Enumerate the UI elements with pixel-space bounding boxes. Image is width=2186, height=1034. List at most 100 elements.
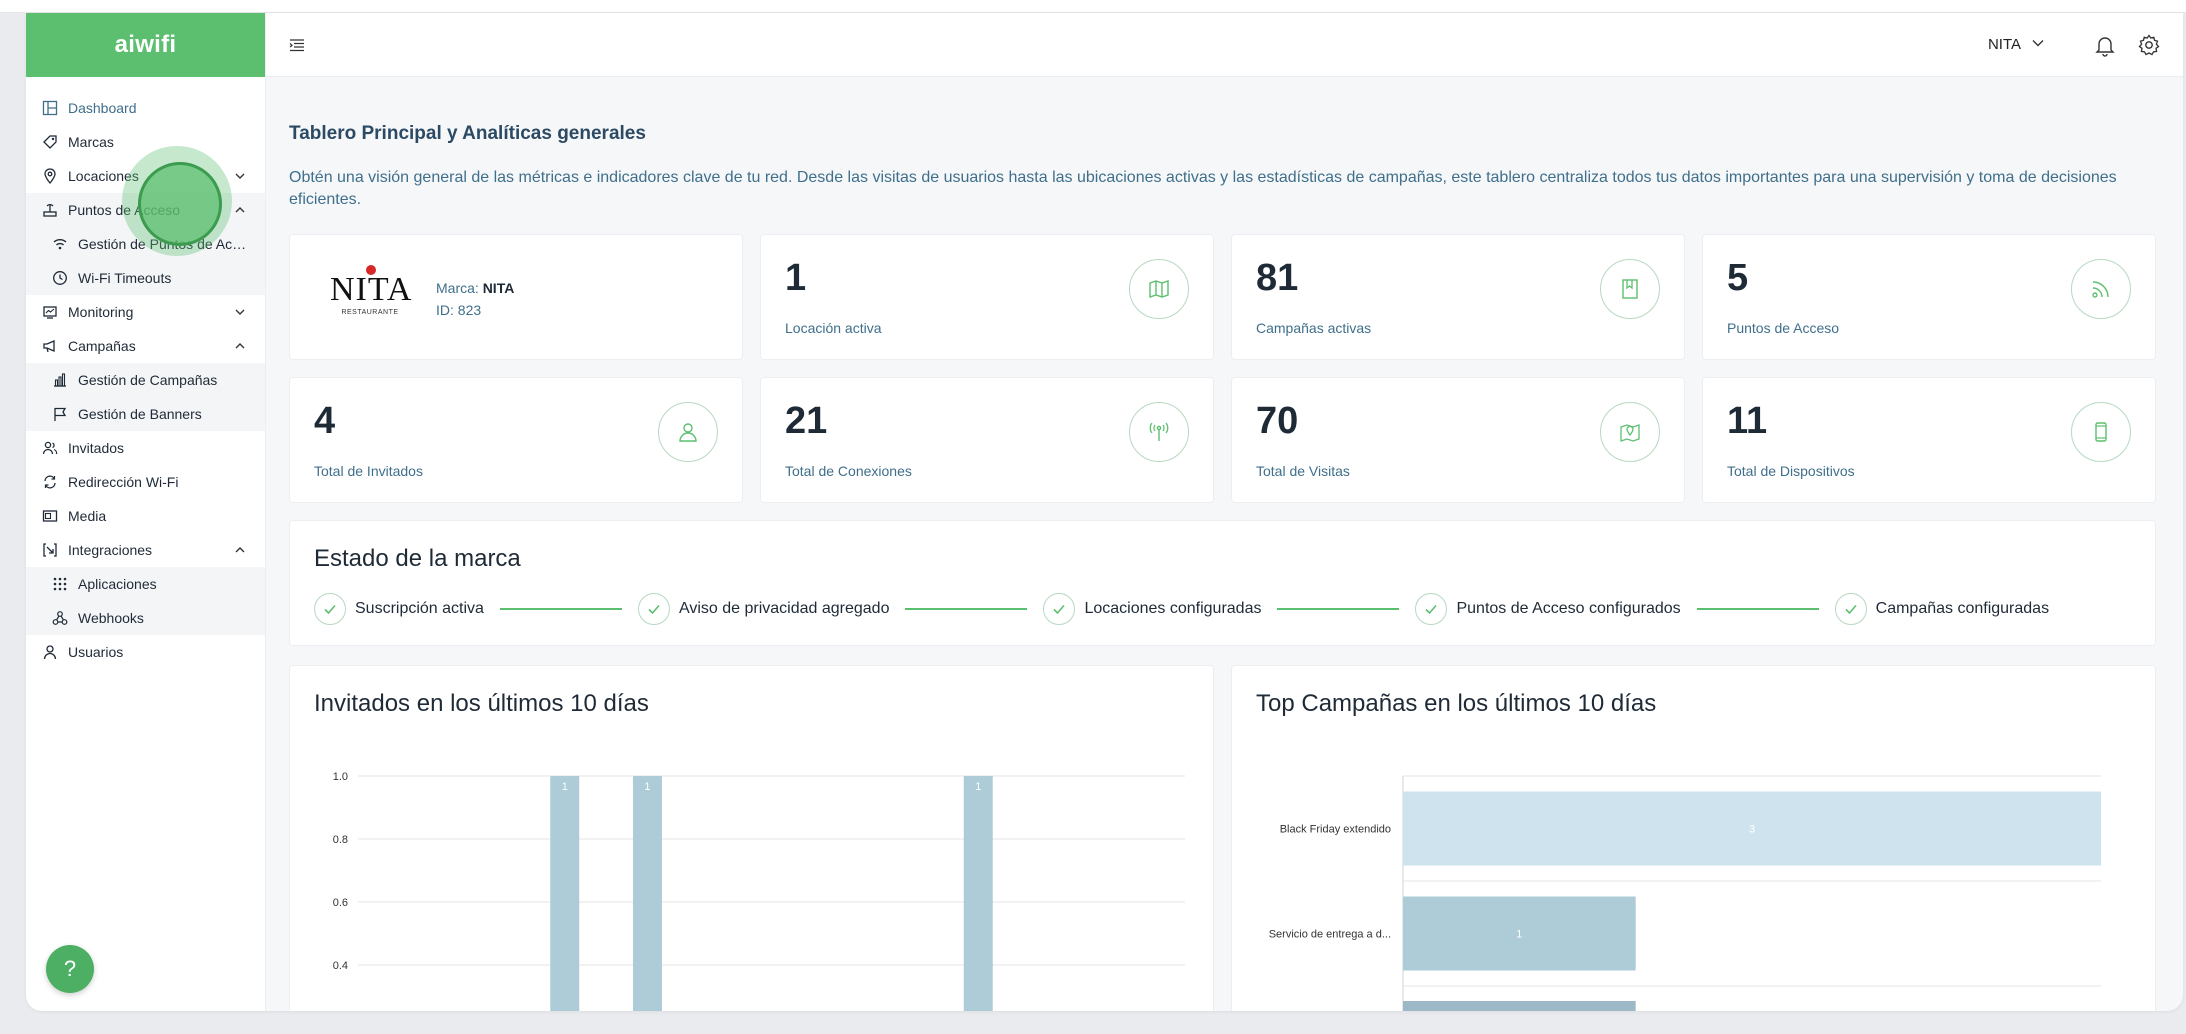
- brand-id: ID: 823: [436, 302, 482, 318]
- sidebar-item-webhooks[interactable]: Webhooks: [26, 601, 265, 635]
- brand-value: NITA: [482, 280, 515, 296]
- status-step: Puntos de Acceso configurados: [1415, 593, 1681, 625]
- stat-value: 21: [785, 400, 828, 442]
- sidebar-item-gestion-puntos-acceso[interactable]: Gestión de Puntos de Acc...: [26, 227, 265, 261]
- stat-value: 70: [1256, 400, 1299, 442]
- location-map-icon: [1600, 402, 1660, 462]
- status-step-label: Campañas configuradas: [1875, 600, 2050, 617]
- user-icon: [658, 402, 718, 462]
- wifi-router-icon: [50, 234, 70, 254]
- monitor-icon: [40, 302, 60, 322]
- grid-icon: [50, 574, 70, 594]
- campaigns-chart-card: Top Campañas en los últimos 10 días 3 Bla…: [1231, 665, 2156, 1011]
- sidebar-item-redireccion-wifi[interactable]: Redirección Wi-Fi: [26, 465, 265, 499]
- users-icon: [40, 438, 60, 458]
- brand-status-steps: Suscripción activa Aviso de privacidad a…: [314, 593, 2049, 625]
- sidebar-item-wifi-timeouts[interactable]: Wi-Fi Timeouts: [26, 261, 265, 295]
- sidebar-item-label: Invitados: [68, 440, 125, 456]
- user-icon: [40, 642, 60, 662]
- sidebar-item-label: Monitoring: [68, 304, 134, 320]
- category-label: Black Friday extendido: [1280, 824, 1391, 836]
- campaigns-bar-chart: 3 Black Friday extendido 1 Servicio de entr…: [1269, 775, 2101, 1011]
- stat-card-locaciones[interactable]: 1 Locación activa: [760, 234, 1214, 360]
- gear-icon[interactable]: [2137, 33, 2161, 57]
- sidebar-item-campanas[interactable]: Campañas: [26, 329, 265, 363]
- sidebar-item-label: Gestión de Banners: [78, 406, 202, 422]
- status-step-label: Puntos de Acceso configurados: [1456, 600, 1681, 617]
- map-icon: [1129, 259, 1189, 319]
- sidebar-item-media[interactable]: Media: [26, 499, 265, 533]
- check-icon: [314, 593, 346, 625]
- sidebar-item-integraciones[interactable]: Integraciones: [26, 533, 265, 567]
- help-label: ?: [63, 956, 77, 981]
- user-name: NITA: [1987, 36, 2021, 53]
- stat-card-conexiones[interactable]: 21 Total de Conexiones: [760, 377, 1214, 503]
- y-tick-label: 0.8: [333, 834, 348, 846]
- sidebar-item-gestion-banners[interactable]: Gestión de Banners: [26, 397, 265, 431]
- image-icon: [40, 506, 60, 526]
- stat-value: 81: [1256, 257, 1299, 299]
- sidebar-item-usuarios[interactable]: Usuarios: [26, 635, 265, 669]
- bar: [1403, 791, 2101, 866]
- logo-text: aiwifi: [114, 31, 177, 58]
- sidebar-item-label: Integraciones: [68, 542, 153, 558]
- guests-chart-title: Invitados en los últimos 10 días: [314, 690, 649, 717]
- stat-card-invitados[interactable]: 4 Total de Invitados: [289, 377, 743, 503]
- status-step-label: Aviso de privacidad agregado: [678, 600, 890, 617]
- stat-value: 1: [785, 257, 807, 299]
- logo[interactable]: aiwifi: [26, 13, 265, 77]
- check-icon: [1415, 593, 1448, 625]
- stat-label: Puntos de Acceso: [1727, 320, 1840, 336]
- sidebar-item-aplicaciones[interactable]: Aplicaciones: [26, 567, 265, 601]
- sidebar-item-dashboard[interactable]: Dashboard: [26, 91, 265, 125]
- sidebar-item-marcas[interactable]: Marcas: [26, 125, 265, 159]
- clock-icon: [50, 268, 70, 288]
- check-icon: [637, 593, 670, 625]
- user-menu[interactable]: NITA: [1988, 36, 2045, 54]
- stat-value: 4: [314, 400, 336, 442]
- status-connector: [499, 608, 622, 610]
- chevron-up-icon: [233, 203, 247, 217]
- signal-icon: [2071, 259, 2131, 319]
- brand-logo-dot: [366, 265, 376, 275]
- status-step: Suscripción activa: [314, 593, 484, 625]
- brand-info: Marca: NITA ID: 823: [436, 277, 514, 321]
- sidebar-item-label: Dashboard: [68, 100, 137, 116]
- chevron-down-icon: [233, 305, 247, 319]
- page-title: Tablero Principal y Analíticas generales: [289, 123, 646, 144]
- stat-card-visitas[interactable]: 70 Total de Visitas: [1231, 377, 1685, 503]
- stat-label: Total de Invitados: [314, 463, 423, 479]
- chevron-down-icon: [233, 169, 247, 183]
- app-window: aiwifi Dashboard Marcas Locaciones Punto…: [26, 13, 2183, 1011]
- bar-value-label: 1: [1516, 929, 1522, 941]
- brand-card: NITA RESTAURANTE Marca: NITA ID: 823: [289, 234, 743, 360]
- check-icon: [1834, 593, 1867, 625]
- phone-icon: [2071, 402, 2131, 462]
- y-tick-label: 1.0: [333, 771, 348, 783]
- sidebar-item-invitados[interactable]: Invitados: [26, 431, 265, 465]
- sidebar-item-label: Marcas: [68, 134, 114, 150]
- stat-card-campanas[interactable]: 81 Campañas activas: [1231, 234, 1685, 360]
- page-description: Obtén una visión general de las métricas…: [289, 169, 2117, 208]
- status-step: Locaciones configuradas: [1043, 593, 1261, 625]
- chevron-up-icon: [233, 543, 247, 557]
- sidebar-item-monitoring[interactable]: Monitoring: [26, 295, 265, 329]
- campaigns-chart-title: Top Campañas en los últimos 10 días: [1256, 690, 1657, 717]
- help-button[interactable]: ?: [46, 945, 94, 993]
- brand-logo: NITA RESTAURANTE: [330, 265, 413, 316]
- book-icon: [1600, 259, 1660, 319]
- bar-value-label: 3: [1749, 824, 1755, 836]
- submenu-integraciones: Aplicaciones Webhooks: [26, 567, 265, 635]
- top-header: NITA: [266, 13, 2183, 77]
- sidebar-item-locaciones[interactable]: Locaciones: [26, 159, 265, 193]
- status-connector: [1277, 608, 1400, 610]
- menu-toggle-icon[interactable]: [288, 36, 306, 54]
- bar-value-label: 1: [562, 781, 568, 793]
- stat-label: Total de Visitas: [1256, 463, 1350, 479]
- stat-card-puntos-acceso[interactable]: 5 Puntos de Acceso: [1702, 234, 2156, 360]
- bell-icon[interactable]: [2093, 33, 2117, 57]
- sidebar-item-gestion-campanas[interactable]: Gestión de Campañas: [26, 363, 265, 397]
- stat-card-dispositivos[interactable]: 11 Total de Dispositivos: [1702, 377, 2156, 503]
- brand-logo-name: NITA: [330, 271, 413, 308]
- status-step: Aviso de privacidad agregado: [637, 593, 890, 625]
